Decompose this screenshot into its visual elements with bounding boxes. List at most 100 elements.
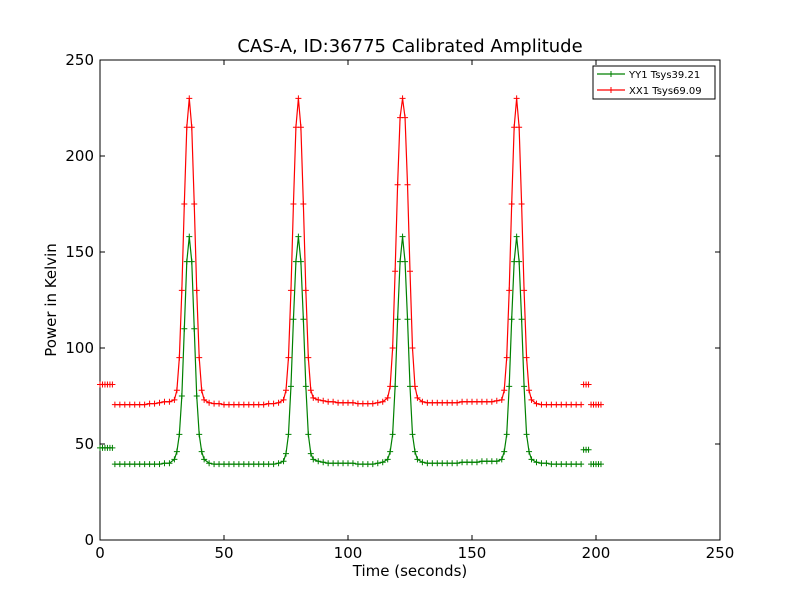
- data-point: [283, 450, 289, 457]
- data-point: [379, 459, 386, 466]
- data-point: [384, 394, 391, 401]
- x-tick-label: 100: [334, 544, 363, 562]
- data-point: [166, 398, 173, 405]
- data-point: [310, 394, 317, 401]
- data-point: [543, 460, 550, 467]
- data-point: [523, 431, 530, 438]
- data-point: [178, 393, 185, 399]
- data-point: [305, 354, 312, 361]
- series-xx1: [97, 95, 604, 408]
- data-point: [280, 396, 287, 403]
- data-point: [414, 456, 421, 463]
- data-point: [198, 387, 205, 394]
- data-point: [411, 383, 418, 390]
- data-point: [508, 201, 515, 207]
- data-point: [349, 399, 356, 406]
- data-point: [523, 354, 530, 361]
- data-point: [516, 124, 523, 131]
- x-tick-label: 0: [95, 544, 105, 562]
- data-point: [597, 461, 604, 468]
- data-point: [173, 387, 180, 394]
- data-point: [578, 461, 585, 468]
- data-point: [493, 397, 500, 404]
- series-layer: [97, 95, 604, 468]
- data-point: [521, 383, 528, 390]
- data-point: [503, 354, 510, 361]
- data-point: [506, 383, 513, 390]
- data-point: [518, 201, 525, 207]
- data-point: [302, 383, 309, 390]
- data-point: [320, 397, 327, 404]
- data-point: [387, 383, 394, 390]
- legend: YY1 Tsys39.21 XX1 Tsys69.09: [592, 65, 716, 100]
- data-point: [399, 233, 406, 240]
- data-point: [369, 400, 376, 407]
- data-point: [176, 431, 183, 438]
- data-point: [526, 387, 533, 394]
- data-point: [287, 287, 294, 294]
- data-point: [404, 181, 411, 188]
- data-point: [526, 448, 533, 455]
- data-point: [275, 399, 282, 406]
- x-tick-label: 250: [706, 544, 735, 562]
- data-point: [501, 448, 508, 455]
- data-point: [166, 460, 173, 467]
- data-point: [394, 181, 401, 188]
- data-point: [297, 124, 304, 131]
- data-point: [521, 287, 528, 294]
- data-point: [297, 258, 304, 265]
- data-point: [285, 354, 292, 361]
- data-point: [186, 233, 193, 240]
- plot-area: [99, 59, 721, 541]
- data-point: [178, 287, 185, 294]
- data-point: [275, 460, 282, 467]
- data-point: [349, 460, 356, 467]
- data-point: [402, 114, 409, 121]
- data-point: [193, 393, 200, 399]
- data-point: [201, 396, 208, 403]
- data-point: [454, 399, 461, 406]
- data-point: [171, 456, 178, 463]
- data-point: [141, 401, 148, 408]
- data-point: [407, 268, 413, 275]
- data-point: [270, 461, 277, 468]
- data-point: [188, 124, 195, 131]
- data-point: [290, 201, 297, 207]
- data-point: [156, 399, 163, 406]
- data-point: [315, 396, 322, 403]
- data-point: [320, 459, 327, 466]
- data-point: [196, 354, 203, 361]
- plot-frame: [99, 59, 721, 541]
- data-point: [201, 456, 208, 463]
- data-point: [186, 95, 193, 102]
- data-point: [191, 201, 198, 207]
- data-point: [498, 456, 505, 463]
- data-point: [585, 446, 592, 453]
- data-point: [409, 431, 416, 438]
- data-point: [508, 316, 515, 323]
- data-point: [330, 398, 337, 405]
- data-point: [315, 458, 322, 465]
- y-tick-label: 100: [65, 339, 94, 357]
- legend-entry-xx1: XX1 Tsys69.09: [597, 86, 702, 97]
- data-point: [171, 396, 178, 403]
- tick-label-layer: 0 50 100 150 200 250 0 50 100 150 200 250: [65, 51, 734, 562]
- data-point: [181, 201, 188, 207]
- data-point: [283, 387, 289, 394]
- data-point: [300, 316, 307, 323]
- x-tick-label: 200: [582, 544, 611, 562]
- x-tick-label: 150: [458, 544, 487, 562]
- data-point: [290, 316, 297, 323]
- data-point: [198, 448, 205, 455]
- data-point: [270, 400, 277, 407]
- data-point: [419, 459, 426, 466]
- data-point: [399, 95, 406, 102]
- x-tick-label: 50: [214, 544, 233, 562]
- legend-marker: [608, 71, 614, 77]
- data-point: [516, 258, 523, 265]
- data-point: [533, 400, 540, 407]
- data-point: [498, 396, 505, 403]
- data-point: [295, 233, 302, 240]
- data-point: [389, 431, 396, 438]
- data-point: [513, 95, 520, 102]
